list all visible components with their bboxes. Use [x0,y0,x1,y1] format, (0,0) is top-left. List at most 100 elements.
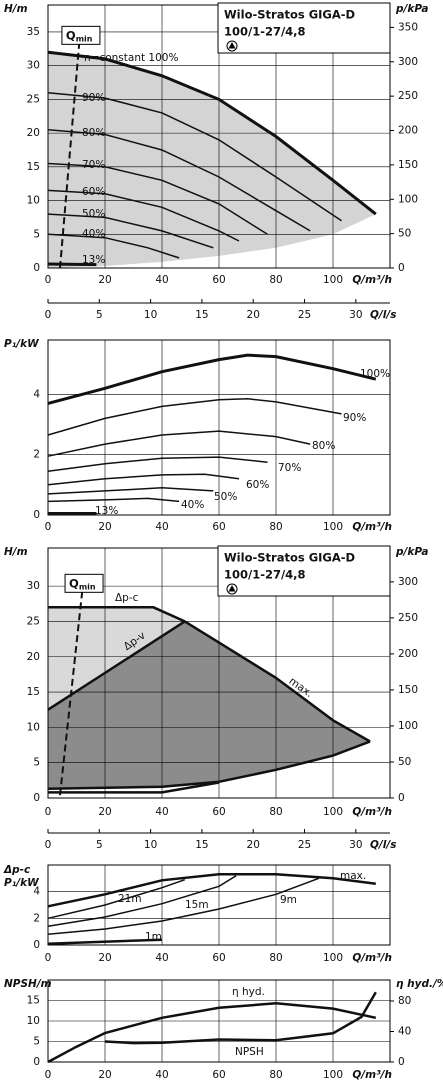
x-axis-label: Q/m³/h [352,521,392,533]
y2-axis-label: p/kPa [395,546,428,558]
y2-tick-label: 100 [398,720,418,732]
x-tick-label: 80 [269,1069,282,1080]
range-min [48,781,220,794]
curve-label: 50% [82,208,105,220]
y-axis-label: H/m [4,3,28,15]
x-tick-label: 60 [212,274,225,286]
y-tick-label: 15 [27,995,40,1007]
x-tick-label: 100 [323,274,343,286]
x-tick-label: 100 [323,521,343,533]
y2-tick-label: 100 [398,193,418,205]
title-box [217,2,391,54]
x-tick-label: 40 [155,274,168,286]
curve [47,129,311,232]
title-box [217,545,391,597]
y-tick-label: 20 [27,127,40,139]
y-axis-label-top: Δp-c [3,864,31,876]
chart-subtitle: 100/1-27/4,8 [224,568,306,582]
curve-label: 15m [185,899,209,911]
x-tick-label: 60 [212,1069,225,1080]
x2-tick-label: 20 [247,309,260,321]
qmin-line [59,583,85,796]
y2-tick-label: 350 [398,21,418,33]
y-tick-label: 0 [33,262,40,274]
curve [47,487,214,495]
x-tick-label: 0 [45,952,52,964]
curve-label: 13% [95,505,118,517]
curve [47,353,377,405]
x2-tick-label: 5 [96,839,103,851]
x-tick-label: 80 [269,806,282,818]
curve-label: 60% [82,186,105,198]
x-axis-label: Q/m³/h [352,274,392,286]
y2-tick-label: 40 [398,1025,411,1037]
chart-subtitle: 100/1-27/4,8 [224,25,306,39]
x-tick-label: 20 [98,521,111,533]
curve-label: n=constant 100% [84,52,178,64]
plot-frame [47,864,391,946]
y2-tick-label: 200 [398,125,418,137]
x-tick-label: 0 [45,521,52,533]
y2-tick-label: 150 [398,159,418,171]
y-axis-label: P₁/kW [4,338,39,350]
y2-tick-label: 300 [398,576,418,588]
x-tick-label: 80 [269,521,282,533]
y-tick-label: 25 [27,615,40,627]
variable-area [48,621,371,789]
curve-label: 60% [246,479,269,491]
qmin-label: Qmin [69,576,96,591]
curve [104,991,377,1045]
y-tick-label: 20 [27,651,40,663]
y-axis-label: P₁/kW [4,877,39,889]
y2-tick-label: 0 [398,792,405,804]
curve [47,878,186,920]
x-tick-label: 80 [269,952,282,964]
x2-tick-label: 30 [349,309,362,321]
curve [47,398,342,436]
x-tick-label: 80 [269,274,282,286]
x2-axis-label: Q/l/s [370,839,396,851]
y2-tick-label: 250 [398,90,418,102]
x2-tick-label: 15 [195,839,208,851]
y-axis-label: NPSH/m [4,978,52,990]
curve [47,875,237,928]
qmin-sub: min [76,34,93,43]
icon-arrow [228,42,236,49]
curve-label: 40% [82,228,105,240]
y-tick-label: 25 [27,93,40,105]
y-tick-label: 5 [33,1036,40,1048]
x-tick-label: 0 [45,1069,52,1080]
x-axis-label: Q/m³/h [352,1069,392,1080]
y2-tick-label: 300 [398,56,418,68]
x-tick-label: 0 [45,806,52,818]
qmin-sub: min [79,582,96,591]
plot-frame [47,979,391,1063]
curve-label: 70% [278,462,301,474]
curve-label: 70% [82,159,105,171]
x-axis-label: Q/m³/h [352,806,392,818]
curve [47,473,240,486]
x2-tick-label: 10 [144,309,157,321]
curve-label: 9m [280,894,297,906]
curve [48,606,186,623]
x-tick-label: 20 [98,274,111,286]
y-tick-label: 5 [33,757,40,769]
y2-tick-label: 0 [398,1056,405,1068]
curve-label: 40% [181,499,204,511]
y-tick-label: 4 [33,886,40,898]
curve-label: 21m [118,893,142,905]
x-tick-label: 20 [98,806,111,818]
x2-tick-label: 25 [298,839,311,851]
curve [184,620,371,743]
curve [47,877,320,936]
x2-tick-label: 30 [349,839,362,851]
x-tick-label: 20 [98,952,111,964]
chart-title: Wilo-Stratos GIGA-D [224,8,355,22]
x-tick-label: 60 [212,521,225,533]
y2-tick-label: 50 [398,228,411,240]
y-tick-label: 10 [27,721,40,733]
y-tick-label: 0 [33,1056,40,1068]
x2-axis-label: Q/l/s [370,309,396,321]
